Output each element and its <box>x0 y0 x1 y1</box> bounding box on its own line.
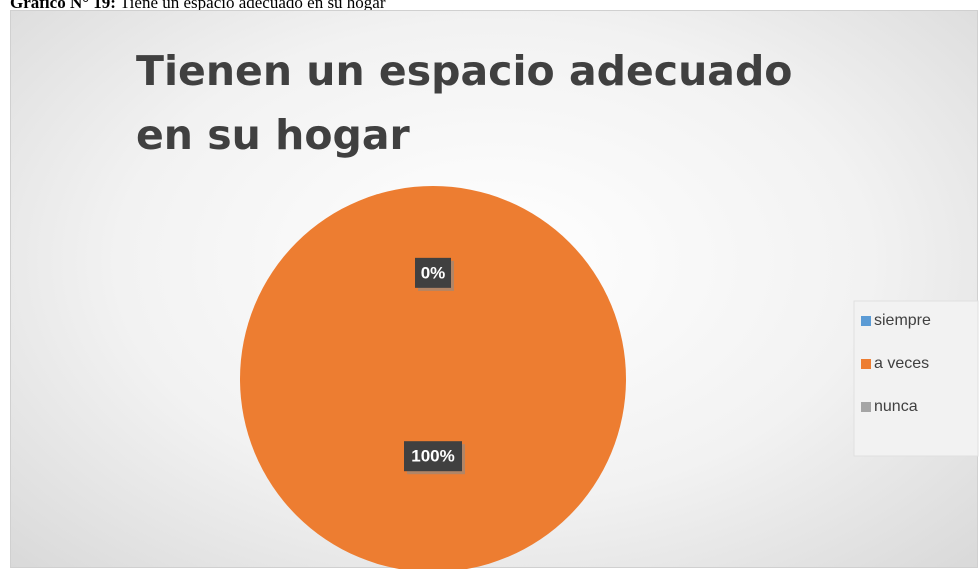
data-label-box <box>415 257 451 288</box>
legend-label: siempre <box>874 312 931 329</box>
legend-swatch <box>861 402 871 412</box>
caption-text: Tiene un espacio adecuado en su hogar <box>119 0 386 12</box>
chart-area: Tienen un espacio adecuado en su hogar 0… <box>10 10 979 569</box>
caption-label: Gráfico N° 19: <box>10 0 116 12</box>
chart-title: Tienen un espacio adecuado en su hogar <box>136 47 793 159</box>
legend-swatch <box>861 359 871 369</box>
caption: Gráfico N° 19: Tiene un espacio adecuado… <box>10 0 386 13</box>
legend-label: a veces <box>874 355 929 372</box>
legend-swatch <box>861 316 871 326</box>
pie-slice <box>240 186 626 569</box>
legend-label: nunca <box>874 398 918 415</box>
data-label: 100% <box>411 447 454 466</box>
legend-box <box>853 300 979 457</box>
data-label-box <box>404 441 462 472</box>
data-label: 0% <box>421 263 446 282</box>
